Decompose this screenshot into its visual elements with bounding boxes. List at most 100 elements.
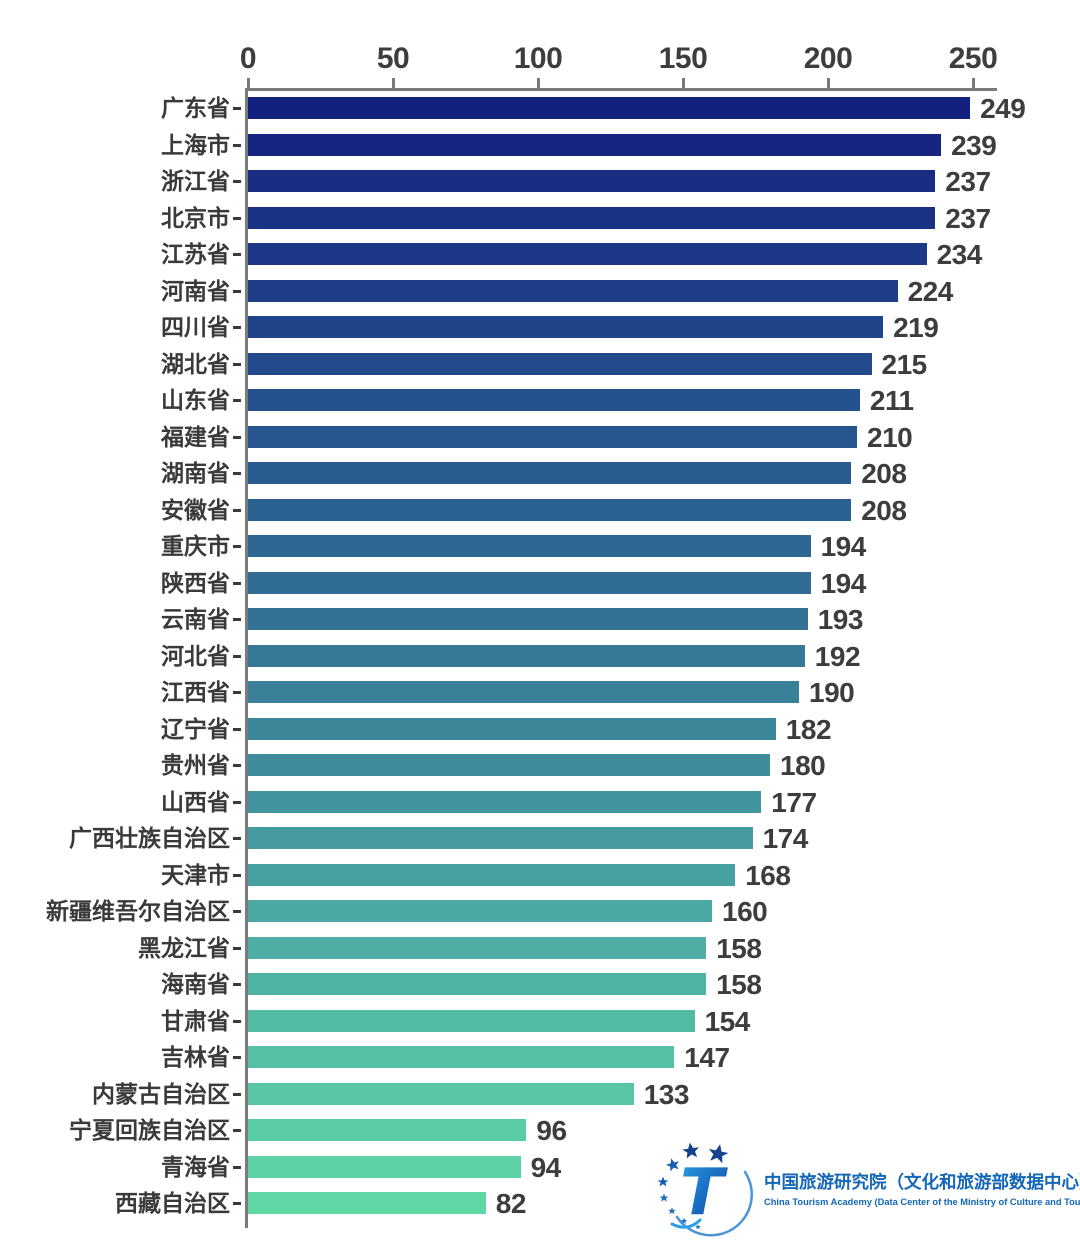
value-label: 180: [780, 750, 826, 781]
bar: [248, 863, 736, 886]
logo-title-en: China Tourism Academy (Data Center of th…: [764, 1197, 1080, 1207]
value-label: 234: [936, 239, 983, 270]
bar-row: 黑龙江省 158: [0, 930, 1080, 966]
bar-row: 河南省 224: [0, 273, 1080, 309]
bar-row: 上海市 239: [0, 127, 1080, 163]
value-label: 194: [820, 567, 867, 599]
y-tick-mark: [233, 107, 241, 110]
value-label: 177: [771, 786, 817, 818]
category-label: 西藏自治区: [115, 1190, 230, 1216]
value-label: 158: [716, 969, 762, 1000]
bar-row: 云南省 193: [0, 601, 1080, 637]
x-tick-label: 0: [239, 42, 257, 75]
bar-row: 吉林省 147: [0, 1039, 1080, 1075]
value-label: 208: [861, 458, 907, 489]
category-label: 广西壮族自治区: [69, 825, 230, 851]
bar: [248, 608, 808, 630]
category-label: 黑龙江省: [138, 934, 230, 961]
x-tick-label: 50: [376, 42, 410, 75]
bar-row: 安徽省 208: [0, 492, 1080, 528]
y-tick-mark: [233, 618, 241, 621]
bar-row: 浙江省 237: [0, 163, 1080, 199]
y-tick-mark: [233, 289, 241, 293]
value-label: 96: [536, 1115, 567, 1146]
category-label: 重庆市: [161, 533, 230, 559]
y-axis-line: [245, 88, 248, 1228]
y-tick-mark: [233, 581, 241, 585]
y-tick-mark: [233, 873, 241, 877]
x-tick-mark: [391, 78, 395, 88]
value-label: 249: [980, 93, 1026, 124]
value-label: 210: [867, 421, 913, 453]
category-label: 湖南省: [161, 460, 230, 486]
y-tick-mark: [233, 435, 241, 439]
value-label: 194: [820, 531, 867, 562]
value-label: 224: [907, 275, 954, 307]
category-label: 安徽省: [161, 496, 230, 523]
bar: [248, 352, 872, 375]
value-label: 219: [893, 312, 939, 343]
category-label: 山东省: [161, 387, 230, 413]
value-label: 158: [716, 932, 762, 964]
y-tick-mark: [233, 326, 241, 329]
bar: [248, 1082, 634, 1105]
bar-row: 江西省 190: [0, 674, 1080, 710]
bar-row: 福建省 210: [0, 419, 1080, 455]
y-tick-mark: [233, 1019, 241, 1023]
value-label: 237: [945, 166, 991, 197]
y-tick-mark: [233, 1129, 241, 1132]
bar-row: 北京市 237: [0, 200, 1080, 236]
bar-row: 天津市 168: [0, 857, 1080, 893]
y-tick-mark: [233, 691, 241, 694]
bar: [248, 973, 707, 995]
bar: [248, 316, 884, 338]
value-label: 160: [722, 896, 768, 927]
x-tick-mark: [681, 78, 685, 88]
bar-row: 贵州省 180: [0, 747, 1080, 783]
bar: [248, 1046, 675, 1068]
y-tick-mark: [233, 1056, 241, 1059]
bar-row: 山西省 177: [0, 784, 1080, 820]
logo-text: 中国旅游研究院（文化和旅游部数据中心） China Tourism Academ…: [764, 1169, 1080, 1207]
bar: [248, 790, 762, 813]
category-label: 江西省: [161, 679, 230, 705]
bar-row: 陕西省 194: [0, 565, 1080, 601]
bar-row: 湖北省 215: [0, 346, 1080, 382]
value-label: 237: [945, 202, 991, 234]
category-label: 浙江省: [161, 168, 230, 194]
bar-row: 重庆市 194: [0, 528, 1080, 564]
logo-title-zh: 中国旅游研究院（文化和旅游部数据中心）: [764, 1172, 1080, 1192]
cta-logo: T 中国旅游研究院（文化和旅游部数据中心） China Tourism Acad…: [652, 1136, 1080, 1240]
y-tick-mark: [233, 362, 241, 366]
value-label: 215: [881, 348, 928, 380]
category-label: 青海省: [161, 1153, 230, 1180]
y-tick-mark: [233, 399, 241, 402]
bar-row: 湖南省 208: [0, 455, 1080, 491]
category-label: 内蒙古自治区: [92, 1080, 230, 1107]
category-label: 湖北省: [161, 350, 230, 377]
bar: [248, 1192, 486, 1214]
bar: [248, 133, 942, 156]
category-label: 福建省: [161, 423, 230, 450]
bar: [248, 900, 712, 922]
x-tick-mark: [826, 78, 830, 88]
bar: [248, 1009, 695, 1032]
bar-row: 西藏自治区 82: [0, 1185, 1080, 1221]
bar-row: 山东省 211: [0, 382, 1080, 418]
category-label: 江苏省: [161, 241, 230, 267]
y-tick-mark: [233, 1092, 241, 1096]
bar-row: 广西壮族自治区 174: [0, 820, 1080, 856]
y-tick-mark: [233, 654, 241, 658]
bar-row: 青海省 94: [0, 1149, 1080, 1185]
x-tick-mark: [246, 78, 250, 88]
bar-row: 辽宁省 182: [0, 711, 1080, 747]
value-label: 211: [869, 385, 914, 416]
bar: [248, 644, 805, 667]
y-tick-mark: [233, 545, 241, 548]
y-tick-mark: [233, 216, 241, 220]
y-tick-mark: [233, 764, 241, 767]
value-label: 239: [951, 129, 997, 161]
bar-row: 河北省 192: [0, 638, 1080, 674]
category-label: 新疆维吾尔自治区: [46, 898, 230, 924]
bar: [248, 389, 860, 411]
